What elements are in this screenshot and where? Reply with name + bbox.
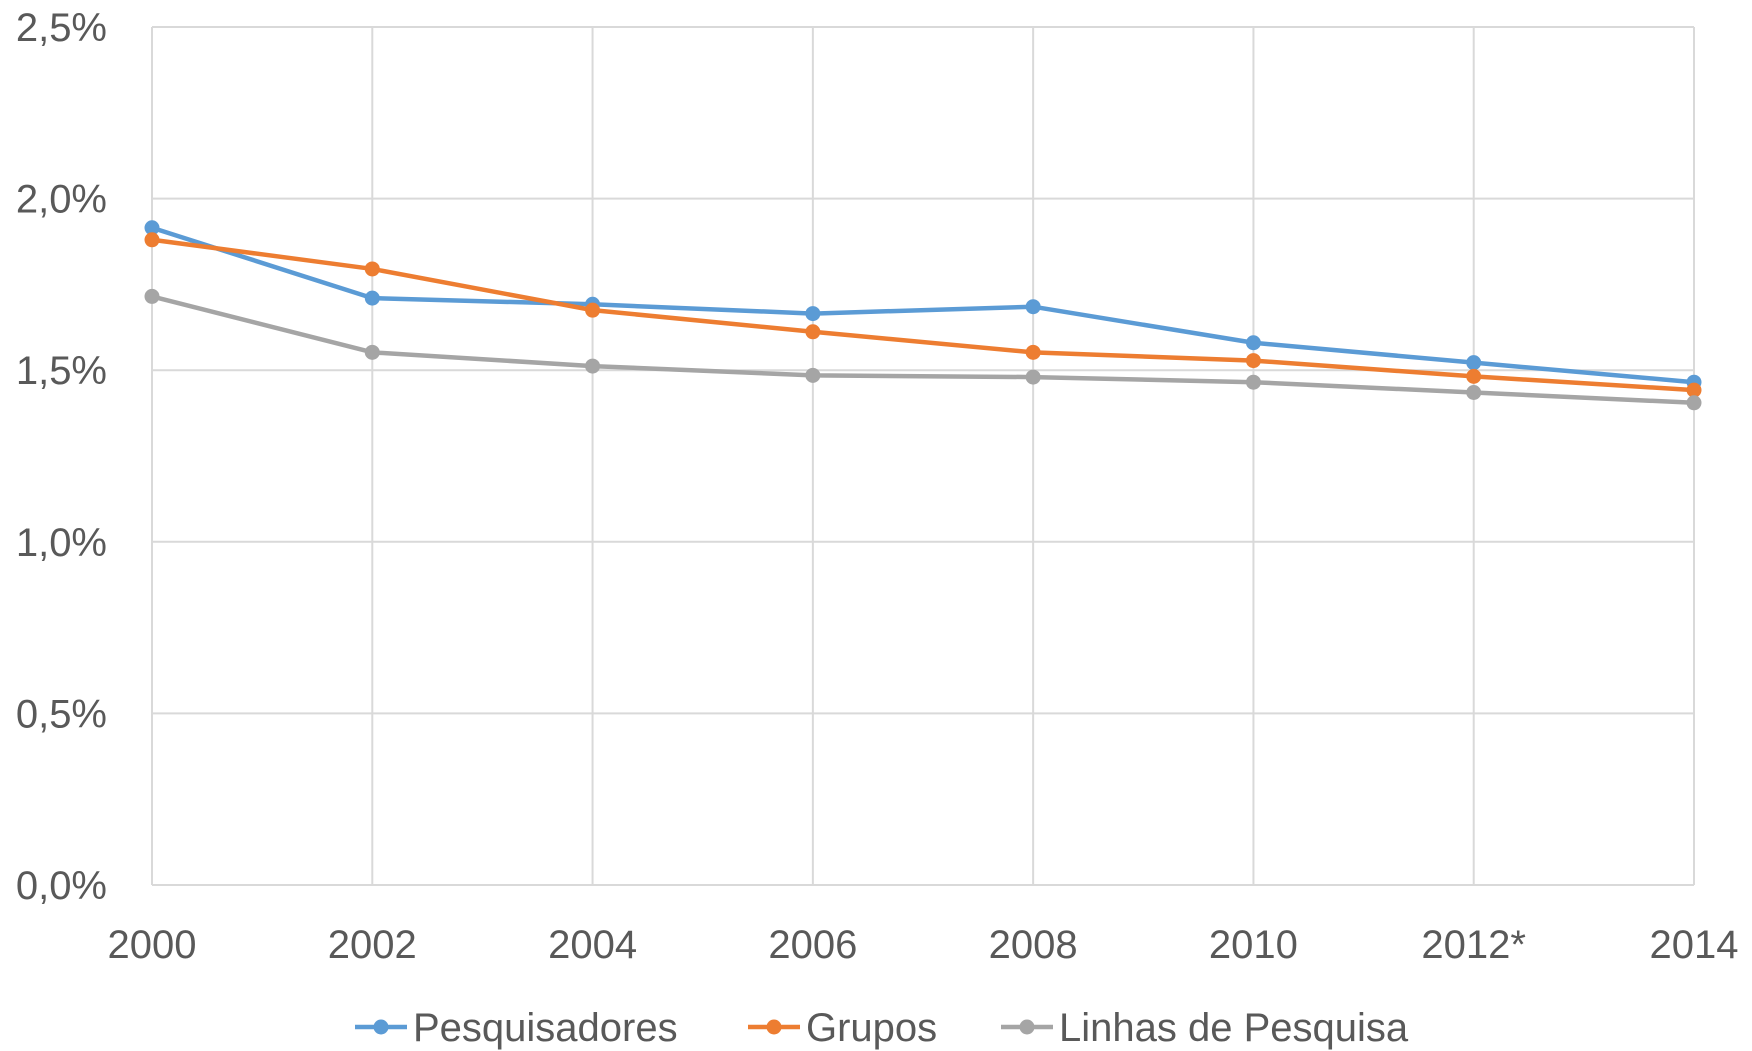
data-point [805,324,821,340]
y-tick-label: 0,5% [16,692,107,736]
y-tick-label: 2,0% [16,178,107,222]
data-point [1245,353,1261,369]
data-point [1686,395,1702,411]
data-point [364,261,380,277]
series-line [149,225,1697,385]
series-grupos [144,232,1702,398]
x-tick-label: 2008 [989,923,1078,967]
legend-marker [373,1019,389,1035]
x-tick-label: 2010 [1209,923,1298,967]
x-tick-label: 2006 [768,923,857,967]
y-tick-label: 2,5% [16,6,107,50]
data-point [364,290,380,306]
series-layer [144,220,1702,411]
data-point [585,302,601,318]
plot-grid [151,26,1695,886]
data-point [1686,382,1702,398]
y-tick-label: 1,0% [16,521,107,565]
data-point [364,344,380,360]
data-point [144,232,160,248]
data-point [805,367,821,383]
legend-marker [1019,1019,1035,1035]
data-point [1466,355,1482,371]
data-point [1466,368,1482,384]
legend-marker [766,1019,782,1035]
legend-label: Grupos [806,1006,937,1050]
legend-item: Pesquisadores [355,1006,678,1050]
data-point [1025,344,1041,360]
series-line [149,294,1697,406]
series-pesquisadores [144,220,1702,390]
data-point [1245,335,1261,351]
x-tick-label: 2004 [548,923,637,967]
x-tick-label: 2012* [1421,923,1526,967]
y-axis-tick-labels: 0,0% 0,5% 1,0% 1,5% 2,0% 2,5% [16,6,107,908]
data-point [585,358,601,374]
x-tick-label: 2002 [328,923,417,967]
series-linhas-de-pesquisa [144,288,1702,411]
legend-item: Linhas de Pesquisa [1001,1006,1409,1050]
x-tick-label: 2000 [108,923,197,967]
data-point [1025,369,1041,385]
data-point [144,220,160,236]
data-point [1466,385,1482,401]
x-tick-label: 2014 [1650,923,1739,967]
series-line [149,237,1697,393]
data-point [1245,374,1261,390]
legend: Pesquisadores Grupos Linhas de Pesquisa [355,1006,1409,1050]
legend-label: Pesquisadores [413,1006,678,1050]
x-axis-tick-labels: 2000 2002 2004 2006 2008 2010 2012* 2014 [108,923,1739,967]
data-point [805,306,821,322]
legend-item: Grupos [748,1006,937,1050]
y-tick-label: 0,0% [16,864,107,908]
data-point [1025,299,1041,315]
legend-label: Linhas de Pesquisa [1059,1006,1409,1050]
y-tick-label: 1,5% [16,349,107,393]
data-point [144,288,160,304]
